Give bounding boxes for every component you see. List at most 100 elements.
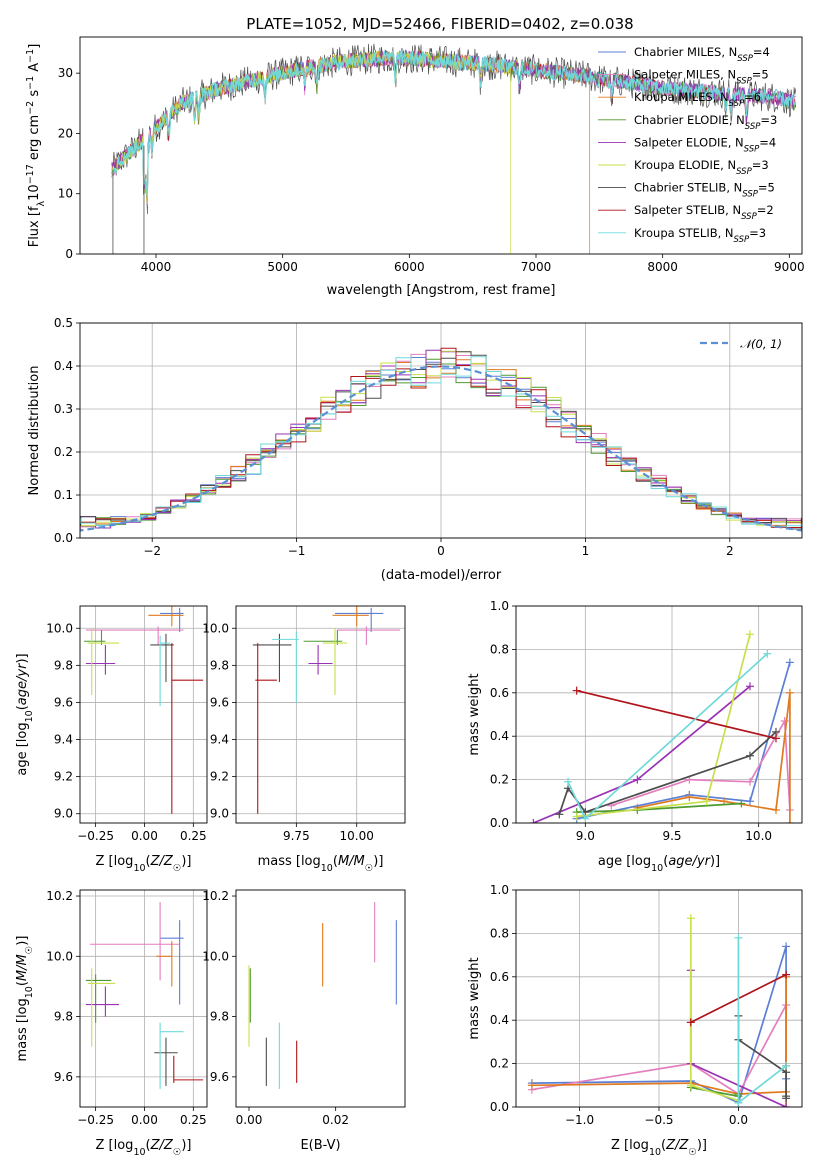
weight-line bbox=[689, 918, 739, 1102]
x-tick-label: −0.5 bbox=[644, 1113, 673, 1127]
histogram-step bbox=[80, 347, 802, 528]
weight-vs-age-panel: 9.0 9.5 10.0 0.0 0.2 0.4 0.6 0.8 1.0 age [log10(a… bbox=[467, 599, 803, 874]
errorbars bbox=[85, 902, 204, 1089]
y-tick-label: 9.8 bbox=[210, 658, 229, 672]
y-axis-label: mass weight bbox=[467, 673, 482, 755]
y-tick-label: 10 bbox=[58, 187, 73, 201]
y-tick-label: 1.0 bbox=[490, 883, 509, 897]
y-tick-label: 0.0 bbox=[490, 1100, 509, 1114]
weight-lines bbox=[527, 914, 791, 1107]
axes-frame bbox=[235, 605, 406, 824]
weight-vs-Z-panel: −1.0 −0.5 0.0 0.0 0.2 0.4 0.6 0.8 1.0 Z [log10(Z/… bbox=[467, 883, 803, 1158]
y-tick-label: 0.3 bbox=[54, 402, 73, 416]
legend-entry: Kroupa STELIB, NSSP=3 bbox=[634, 226, 766, 245]
y-tick-label: 0.2 bbox=[490, 1057, 509, 1071]
y-tick-label: 0.0 bbox=[54, 531, 73, 545]
y-tick-label: 10.2 bbox=[202, 889, 229, 903]
x-tick-label: 9.75 bbox=[283, 829, 310, 843]
weight-line bbox=[531, 976, 787, 1107]
y-tick-label: 0.8 bbox=[490, 926, 509, 940]
x-axis-label: Z [log10(Z/Z☉)] bbox=[611, 1138, 707, 1158]
y-tick-label: 9.6 bbox=[54, 1070, 73, 1084]
y-tick-label: 10.0 bbox=[46, 621, 73, 635]
x-tick-label: 0.00 bbox=[131, 1113, 158, 1127]
x-tick-label: 5000 bbox=[267, 260, 298, 274]
axes-frame bbox=[79, 36, 803, 255]
axes-frame bbox=[79, 322, 803, 539]
x-tick-label: 6000 bbox=[394, 260, 425, 274]
y-tick-label: 9.6 bbox=[210, 695, 229, 709]
y-tick-label: 0.2 bbox=[490, 773, 509, 787]
x-tick-label: 2 bbox=[726, 544, 734, 558]
y-tick-label: 0.8 bbox=[490, 642, 509, 656]
y-tick-label: 0.1 bbox=[54, 488, 73, 502]
errorbars bbox=[83, 606, 204, 814]
y-tick-label: 0.4 bbox=[54, 359, 73, 373]
legend-entry: Chabrier MILES, NSSP=4 bbox=[634, 45, 770, 64]
y-tick-label: 0.2 bbox=[54, 445, 73, 459]
axes-frame bbox=[515, 889, 803, 1108]
y-tick-label: 0.6 bbox=[490, 970, 509, 984]
legend-entry: Chabrier STELIB, NSSP=5 bbox=[634, 181, 775, 200]
y-tick-label: 10.0 bbox=[202, 949, 229, 963]
x-tick-label: 9000 bbox=[774, 260, 805, 274]
y-tick-label: 9.2 bbox=[54, 770, 73, 784]
legend-entry: Salpeter ELODIE, NSSP=4 bbox=[634, 135, 776, 154]
y-tick-label: 10.2 bbox=[46, 889, 73, 903]
x-tick-label: −1 bbox=[288, 544, 306, 558]
residuals-panel: −2 −1 0 1 2 0.0 0.1 0.2 0.3 0.4 0.5 (data-model)/er… bbox=[27, 316, 803, 583]
y-tick-label: 1.0 bbox=[490, 599, 509, 613]
x-tick-label: −1.0 bbox=[565, 1113, 594, 1127]
spectrum-legend: Chabrier MILES, NSSP=4 Salpeter MILES, NS… bbox=[598, 45, 777, 245]
axes-frame bbox=[235, 889, 406, 1108]
weight-lines bbox=[529, 630, 794, 823]
y-axis-label: Normed distribution bbox=[27, 366, 42, 496]
y-tick-label: 0.0 bbox=[490, 816, 509, 830]
mass-vs-Z-panel: −0.25 0.00 0.25 9.6 9.8 10.0 10.2 Z [log10(Z/Z☉… bbox=[15, 889, 208, 1158]
x-axis-label: age [log10(age/yr)] bbox=[598, 854, 720, 874]
legend-entry: Salpeter STELIB, NSSP=2 bbox=[634, 203, 774, 222]
y-tick-label: 9.6 bbox=[54, 695, 73, 709]
y-tick-label: 20 bbox=[58, 126, 73, 140]
x-tick-label: 8000 bbox=[647, 260, 678, 274]
panels: 4000 5000 6000 7000 8000 90000102030wavelengt… bbox=[15, 36, 805, 1158]
figure-title: PLATE=1052, MJD=52466, FIBERID=0402, z=0… bbox=[246, 15, 633, 33]
age-vs-mass-panel: 9.75 10.00 9.0 9.2 9.4 9.6 9.8 10.0 mass [log10(… bbox=[202, 605, 406, 874]
axes-frame bbox=[79, 889, 208, 1108]
x-tick-label: 10.0 bbox=[745, 829, 772, 843]
y-tick-label: 9.8 bbox=[54, 1010, 73, 1024]
x-tick-label: 1 bbox=[582, 544, 590, 558]
x-tick-label: −2 bbox=[143, 544, 161, 558]
age-vs-Z-panel: −0.25 0.00 0.25 9.0 9.2 9.4 9.6 9.8 10.0 Z [log10… bbox=[15, 605, 208, 874]
y-tick-label: 0.4 bbox=[490, 729, 509, 743]
axes-frame bbox=[79, 605, 208, 824]
errorbars bbox=[252, 606, 401, 814]
x-tick-label: 9.0 bbox=[576, 829, 595, 843]
x-tick-label: 0.02 bbox=[322, 1113, 349, 1127]
y-tick-label: 9.8 bbox=[210, 1010, 229, 1024]
y-tick-label: 0.5 bbox=[54, 316, 73, 330]
x-axis-label: E(B-V) bbox=[300, 1138, 340, 1153]
x-tick-label: 4000 bbox=[141, 260, 172, 274]
y-tick-label: 9.0 bbox=[210, 807, 229, 821]
legend-entry: Chabrier ELODIE, NSSP=3 bbox=[634, 113, 777, 132]
legend-entry: Kroupa ELODIE, NSSP=3 bbox=[634, 158, 769, 177]
y-tick-label: 9.6 bbox=[210, 1070, 229, 1084]
weight-line bbox=[637, 692, 791, 823]
legend-entry: Kroupa MILES, NSSP=6 bbox=[634, 90, 761, 109]
y-tick-label: 9.2 bbox=[210, 770, 229, 784]
weight-line bbox=[576, 662, 791, 820]
y-tick-label: 0 bbox=[65, 247, 73, 261]
axes-frame bbox=[515, 605, 803, 824]
y-tick-label: 10.0 bbox=[202, 621, 229, 635]
errorbars bbox=[248, 902, 397, 1089]
x-tick-label: 0.25 bbox=[180, 829, 207, 843]
x-tick-label: 0.25 bbox=[180, 1113, 207, 1127]
spectrum-lines bbox=[111, 43, 797, 254]
y-tick-label: 9.8 bbox=[54, 658, 73, 672]
x-axis-label: Z [log10(Z/Z☉)] bbox=[96, 854, 192, 874]
y-axis-label: mass weight bbox=[467, 957, 482, 1039]
y-tick-label: 9.4 bbox=[210, 733, 229, 747]
y-tick-label: 0.6 bbox=[490, 686, 509, 700]
y-tick-label: 0.4 bbox=[490, 1013, 509, 1027]
